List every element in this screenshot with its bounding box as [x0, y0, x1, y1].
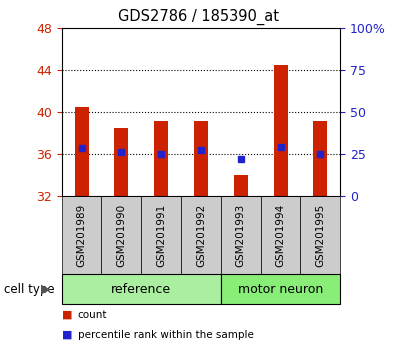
Text: percentile rank within the sample: percentile rank within the sample	[78, 330, 254, 339]
Text: GSM201991: GSM201991	[156, 204, 166, 267]
Bar	[115, 128, 129, 196]
Text: ■: ■	[62, 330, 72, 339]
Bar	[62, 274, 221, 304]
Text: GSM201994: GSM201994	[275, 204, 286, 267]
Bar	[101, 196, 141, 274]
Bar	[300, 196, 340, 274]
Text: GDS2786 / 185390_at: GDS2786 / 185390_at	[119, 9, 279, 25]
Text: GSM201989: GSM201989	[76, 204, 87, 267]
Text: count: count	[78, 310, 107, 320]
Text: GSM201995: GSM201995	[315, 204, 326, 267]
Bar	[221, 274, 340, 304]
Text: motor neuron: motor neuron	[238, 283, 323, 296]
Bar	[75, 107, 89, 196]
Text: ■: ■	[62, 310, 72, 320]
Bar	[234, 176, 248, 196]
Text: ▶: ▶	[41, 283, 51, 296]
Bar	[141, 196, 181, 274]
Bar	[194, 121, 208, 196]
Text: reference: reference	[111, 283, 172, 296]
Text: cell type: cell type	[4, 283, 55, 296]
Bar	[274, 65, 287, 196]
Text: GSM201990: GSM201990	[116, 204, 127, 267]
Bar	[181, 196, 221, 274]
Bar	[154, 121, 168, 196]
Bar	[314, 121, 328, 196]
Text: GSM201993: GSM201993	[236, 204, 246, 267]
Bar	[62, 196, 101, 274]
Bar	[261, 196, 300, 274]
Bar	[221, 196, 261, 274]
Text: GSM201992: GSM201992	[196, 204, 206, 267]
